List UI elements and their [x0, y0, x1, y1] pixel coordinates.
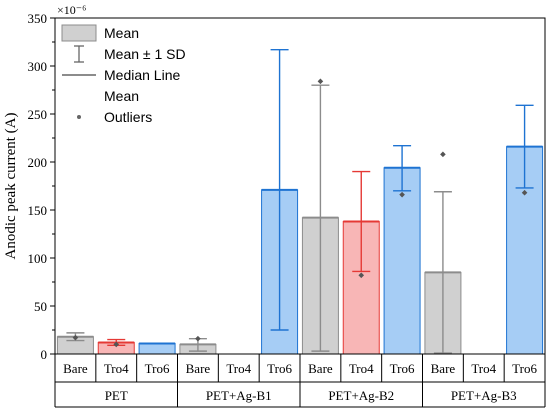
category-label: Bare [63, 361, 88, 376]
category-table: PET Bare Tro4 Tro6 PET+Ag-B1 Bare Tro4 Tro6 PET+… [54, 354, 546, 408]
y-tick-label: 150 [28, 203, 48, 218]
legend-entry-label: Outliers [104, 109, 152, 125]
y-tick-label: 300 [28, 59, 48, 74]
y-tick-label: 0 [41, 347, 48, 362]
category-label: Tro6 [390, 361, 415, 376]
group-label: PET [105, 388, 128, 403]
category-label: Tro4 [226, 361, 251, 376]
category-label: Tro4 [349, 361, 374, 376]
y-tick-label: 250 [28, 107, 48, 122]
legend-entry-label: Mean ± 1 SD [104, 46, 186, 62]
category-label: Tro6 [512, 361, 537, 376]
y-tick-label: 50 [34, 299, 47, 314]
category-label: Bare [186, 361, 211, 376]
y-axis-label: Anodic peak current (A) [3, 112, 19, 259]
legend-entry-label: Mean [104, 25, 139, 41]
category-label: Tro4 [471, 361, 496, 376]
category-label: Bare [431, 361, 456, 376]
legend: Mean Mean ± 1 SD Median Line Mean Outliers [61, 24, 186, 125]
outlier-point [113, 341, 120, 348]
legend-entry-label: Median Line [104, 67, 180, 83]
category-label: Tro6 [145, 361, 170, 376]
outlier-point [521, 189, 528, 196]
category-label: Bare [308, 361, 333, 376]
category-label: Tro6 [267, 361, 292, 376]
y-tick-label: 100 [28, 251, 48, 266]
bars-layer [56, 48, 544, 355]
group-label: PET+Ag-B1 [206, 388, 272, 403]
legend-mean-swatch [61, 24, 97, 42]
group-label: PET+Ag-B2 [328, 388, 394, 403]
outlier-point [399, 191, 405, 198]
outlier-point [440, 151, 446, 158]
legend-entry-label: Mean [104, 88, 139, 104]
group-label: PET+Ag-B3 [451, 388, 517, 403]
outlier-point [195, 335, 201, 342]
outlier-point [317, 78, 324, 85]
axes-layer: 0 50 100 150 200 250 300 350 Anodic peak current… [3, 3, 86, 362]
category-label: Tro4 [104, 361, 129, 376]
legend-outlier-marker [77, 115, 81, 119]
bar [138, 342, 176, 355]
y-tick-label: 350 [28, 11, 48, 26]
y-axis-multiplier: ×10⁻⁶ [57, 3, 86, 17]
y-tick-label: 200 [28, 155, 48, 170]
outlier-point [72, 334, 79, 341]
outlier-point [358, 272, 365, 279]
